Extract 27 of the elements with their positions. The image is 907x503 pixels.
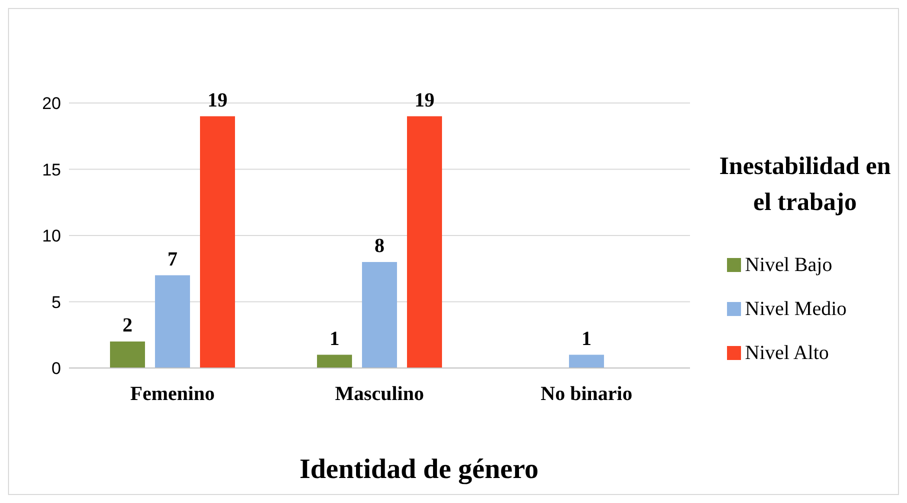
data-label: 7 [168,248,178,270]
bar [569,354,604,368]
bar [110,342,145,368]
data-label: 2 [122,314,132,336]
legend-label: Nivel Bajo [745,254,832,276]
legend-title: Inestabilidad en el trabajo [718,152,892,218]
data-label: 1 [330,328,340,350]
x-tick-label: Femenino [130,383,215,406]
x-axis-title: Identidad de género [298,454,540,486]
y-tick-label: 5 [52,292,61,312]
bar [155,275,190,368]
y-tick-label: 0 [52,359,61,378]
y-tick-label: 20 [42,94,61,114]
data-label: 8 [374,235,384,257]
bar [317,354,352,368]
bar [200,116,235,368]
data-label: 19 [414,89,434,112]
data-label: 1 [582,328,592,350]
y-tick-label: 10 [42,226,61,246]
legend-label: Nivel Medio [745,298,847,320]
bar [362,262,397,368]
bar [407,116,442,368]
data-label: 19 [208,89,228,112]
legend-label: Nivel Alto [745,342,829,364]
y-tick-label: 15 [42,160,61,180]
x-tick-label: No binario [540,383,632,406]
x-tick-label: Masculino [335,383,424,406]
